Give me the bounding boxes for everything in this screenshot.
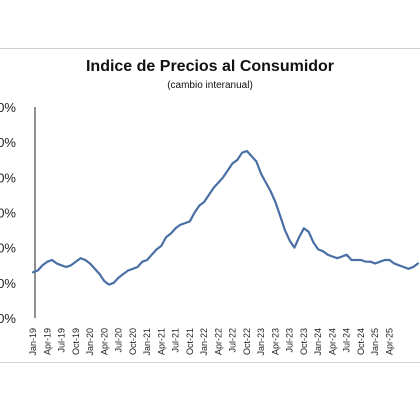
y-tick-label: 0% xyxy=(0,241,16,256)
x-tick-label: Oct-19 xyxy=(71,328,81,355)
x-tick-label: Oct-24 xyxy=(356,328,366,355)
y-tick-label: 0% xyxy=(0,206,16,221)
x-tick-label: Jan-20 xyxy=(85,328,95,356)
y-tick-label: 0% xyxy=(0,276,16,291)
x-tick-label: Apr-24 xyxy=(327,328,337,355)
x-tick-label: Jan-24 xyxy=(313,328,323,356)
x-tick-label: Oct-20 xyxy=(128,328,138,355)
x-tick-label: Apr-19 xyxy=(42,328,52,355)
x-tick-label: Oct-23 xyxy=(299,328,309,355)
x-tick-label: Apr-23 xyxy=(270,328,280,355)
x-tick-label: Apr-25 xyxy=(384,328,394,355)
x-tick-label: Apr-22 xyxy=(213,328,223,355)
x-tick-label: Jul-21 xyxy=(171,328,181,353)
x-tick-label: Jul-20 xyxy=(114,328,124,353)
x-tick-label: Jan-21 xyxy=(142,328,152,356)
x-tick-label: Jul-22 xyxy=(228,328,238,353)
x-tick-label: Oct-22 xyxy=(242,328,252,355)
y-tick-label: 0% xyxy=(0,135,16,150)
series-line xyxy=(31,149,420,286)
x-tick-label: Jul-23 xyxy=(285,328,295,353)
x-tick-label: Jan-19 xyxy=(28,328,38,356)
x-tick-label: Jan-23 xyxy=(256,328,266,356)
x-tick-group: Jan-19 Apr-19 Jul-19 Oct-19 Jan-20 Apr-20 Jul-… xyxy=(28,328,394,356)
top-divider xyxy=(0,48,420,49)
x-tick-label: Jan-22 xyxy=(199,328,209,356)
chart-subtitle: (cambio interanual) xyxy=(167,80,253,91)
x-tick-label: Oct-21 xyxy=(185,328,195,355)
x-tick-label: Apr-20 xyxy=(99,328,109,355)
y-tick-label: 0% xyxy=(0,311,16,326)
x-tick-label: Apr-21 xyxy=(156,328,166,355)
y-tick-label: 0% xyxy=(0,170,16,185)
bottom-divider xyxy=(0,362,420,363)
x-tick-label: Jul-19 xyxy=(57,328,67,353)
y-tick-label: 0% xyxy=(0,100,16,115)
y-tick-group: 0% 0% 0% 0% 0% 0% 0% xyxy=(0,100,16,326)
x-tick-label: Jan-25 xyxy=(370,328,380,356)
x-tick-label: Jul-24 xyxy=(342,328,352,353)
chart-title: Indice de Precios al Consumidor xyxy=(85,58,335,75)
